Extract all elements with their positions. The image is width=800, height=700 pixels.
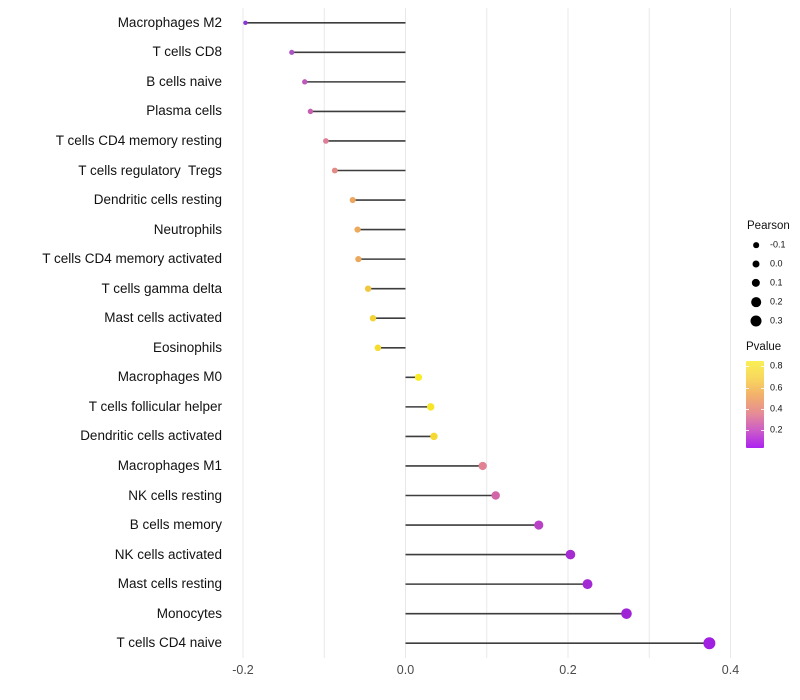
data-point xyxy=(534,520,544,530)
y-axis-label: NK cells resting xyxy=(128,487,222,503)
colorbar-tick xyxy=(761,409,764,411)
legend-pvalue-tick-label: 0.8 xyxy=(770,360,783,371)
colorbar-tick xyxy=(761,387,764,389)
y-axis-label: Neutrophils xyxy=(153,221,222,237)
data-point xyxy=(364,285,372,292)
data-point xyxy=(374,344,382,352)
y-axis-label: T cells gamma delta xyxy=(101,280,222,296)
data-point xyxy=(491,491,500,500)
data-point xyxy=(369,314,377,322)
y-axis-label: Eosinophils xyxy=(152,339,222,355)
data-point xyxy=(703,637,716,650)
legend-size-label: -0.1 xyxy=(770,239,786,250)
data-point xyxy=(478,461,487,471)
y-axis-label: B cells naive xyxy=(146,73,222,89)
data-point xyxy=(582,579,593,590)
y-axis-label: T cells CD8 xyxy=(152,44,222,60)
colorbar-tick xyxy=(746,409,749,411)
x-axis-tick-label: 0.0 xyxy=(396,663,415,677)
data-point xyxy=(289,49,295,55)
y-axis-label: Macrophages M2 xyxy=(117,14,222,30)
data-point xyxy=(565,549,576,560)
colorbar-tick xyxy=(746,366,749,368)
y-axis-label: Macrophages M0 xyxy=(117,369,222,385)
y-axis-label: T cells follicular helper xyxy=(88,398,222,414)
legend-pvalue-tick-label: 0.4 xyxy=(770,403,783,414)
y-axis-label: Dendritic cells resting xyxy=(93,191,222,207)
x-axis-tick-label: 0.2 xyxy=(559,663,577,677)
legend-size-dot xyxy=(753,242,759,248)
data-point xyxy=(430,432,438,441)
y-axis-label: Macrophages M1 xyxy=(117,457,222,473)
legend-size-label: 0.0 xyxy=(770,258,783,269)
colorbar-tick xyxy=(761,429,764,431)
legend-size-dot xyxy=(752,260,760,268)
x-axis-tick-label: 0.4 xyxy=(721,663,740,677)
legend-pvalue-tick-label: 0.2 xyxy=(770,424,783,435)
y-axis-label: Mast cells activated xyxy=(104,310,222,326)
y-axis-label: Plasma cells xyxy=(146,103,222,119)
y-axis-label: Monocytes xyxy=(156,605,222,621)
data-point xyxy=(307,108,314,115)
legend-size-label: 0.3 xyxy=(770,315,783,326)
x-axis-tick-label: -0.2 xyxy=(232,663,254,677)
data-point xyxy=(349,196,356,204)
legend-pearson-title: Pearson xyxy=(747,220,790,232)
data-point xyxy=(331,167,338,174)
legend-pvalue-title: Pvalue xyxy=(746,341,782,353)
data-point xyxy=(354,226,361,233)
y-axis-label: T cells regulatory Tregs xyxy=(78,162,222,178)
colorbar-tick xyxy=(761,366,764,368)
y-axis-label: T cells CD4 naive xyxy=(116,635,222,651)
y-axis-label: T cells CD4 memory resting xyxy=(55,132,222,148)
colorbar-tick xyxy=(746,429,749,431)
legend-size-dot xyxy=(751,297,761,307)
y-axis-label: T cells CD4 memory activated xyxy=(42,250,222,266)
y-axis-label: Mast cells resting xyxy=(117,575,222,591)
legend-size-label: 0.2 xyxy=(770,296,783,307)
legend-size-dot xyxy=(750,315,762,327)
data-point xyxy=(355,256,362,263)
colorbar-tick xyxy=(746,387,749,389)
data-point xyxy=(302,79,308,85)
data-point xyxy=(414,373,423,381)
legend-size-label: 0.1 xyxy=(770,277,783,288)
data-point xyxy=(243,20,248,25)
legend-pvalue-colorbar xyxy=(746,361,764,448)
y-axis-label: B cells memory xyxy=(129,516,222,532)
legend-size-dot xyxy=(751,278,761,288)
data-point xyxy=(426,403,435,411)
y-axis-label: Dendritic cells activated xyxy=(80,428,222,444)
y-axis-label: NK cells activated xyxy=(114,546,222,562)
data-point xyxy=(621,608,632,619)
legend-pvalue-tick-label: 0.6 xyxy=(770,382,783,393)
data-point xyxy=(323,138,329,144)
